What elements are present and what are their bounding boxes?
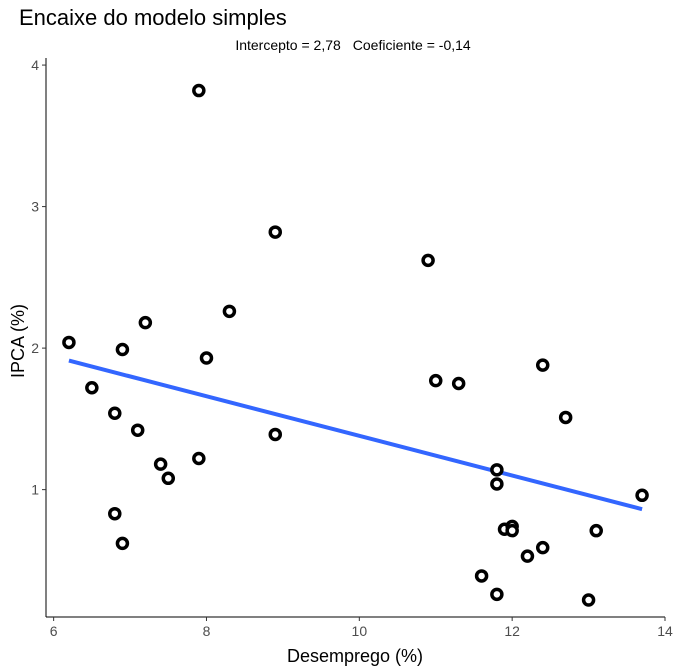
data-point <box>222 304 237 319</box>
data-point <box>474 569 489 583</box>
fit-line-layer <box>68 358 643 512</box>
data-point <box>451 376 466 391</box>
y-tick-label: 1 <box>31 482 39 498</box>
data-point <box>85 380 99 395</box>
data-point <box>161 471 176 486</box>
data-point <box>490 477 504 491</box>
data-point <box>192 451 206 466</box>
data-point <box>62 335 76 350</box>
points-layer <box>62 83 649 607</box>
data-point <box>581 593 596 607</box>
data-point <box>268 225 283 239</box>
data-point <box>558 410 573 425</box>
y-tick-label: 3 <box>31 199 39 215</box>
subtitle-intercept: Intercepto = 2,78 <box>235 37 341 53</box>
chart-subtitle: Intercepto = 2,78 Coeficiente = -0,14 <box>0 37 686 53</box>
data-point <box>535 540 550 555</box>
x-axis-title: Desemprego (%) <box>287 646 423 666</box>
data-point <box>115 342 130 357</box>
regression-line <box>68 358 643 512</box>
data-point <box>635 488 649 503</box>
x-tick-label: 8 <box>203 623 211 639</box>
data-point <box>490 463 504 477</box>
data-point <box>108 506 122 521</box>
data-point <box>192 83 206 98</box>
data-point <box>490 587 504 602</box>
data-point <box>115 536 130 551</box>
x-tick-label: 12 <box>504 623 520 639</box>
y-axis-title: IPCA (%) <box>8 304 28 378</box>
data-point <box>520 549 535 563</box>
data-point <box>535 358 550 372</box>
x-tick-label: 14 <box>657 623 673 639</box>
data-point <box>268 427 283 442</box>
data-point <box>108 406 122 420</box>
subtitle-coefficient: Coeficiente = -0,14 <box>352 37 471 53</box>
data-point <box>505 523 519 538</box>
data-point <box>199 351 214 365</box>
y-tick-label: 2 <box>31 340 39 356</box>
data-point <box>130 423 145 437</box>
axes <box>45 58 665 618</box>
data-point <box>428 373 443 388</box>
y-tick-label: 4 <box>31 57 39 73</box>
data-point <box>589 523 603 538</box>
x-tick-label: 6 <box>50 623 58 639</box>
chart-title: Encaixe do modelo simples <box>19 5 287 30</box>
x-tick-label: 10 <box>352 623 368 639</box>
data-point <box>153 457 168 471</box>
data-point <box>138 315 153 330</box>
data-point <box>421 253 435 268</box>
